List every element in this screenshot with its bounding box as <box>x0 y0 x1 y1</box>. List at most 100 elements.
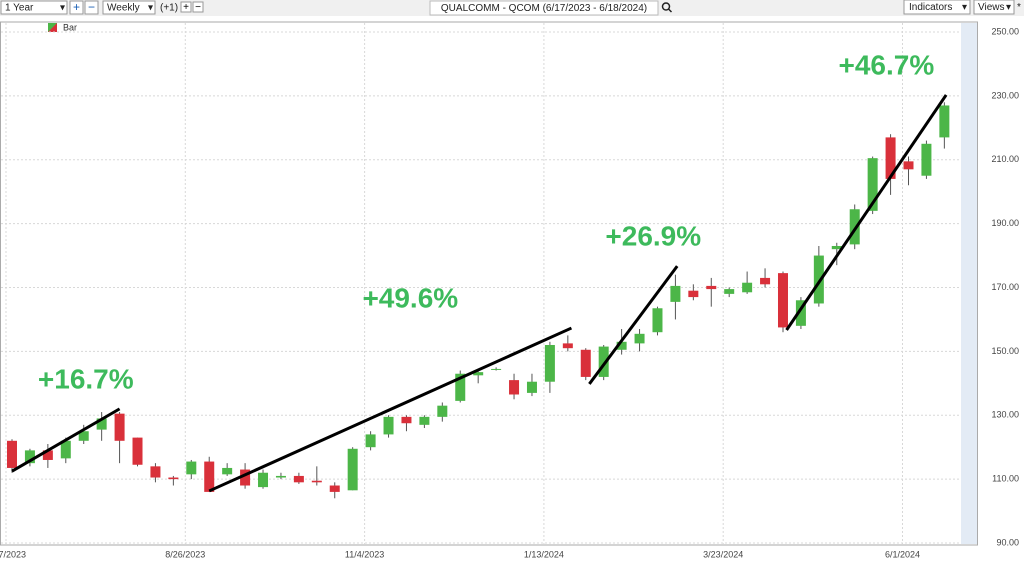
candle-body <box>240 469 251 486</box>
trend-label: +46.7% <box>838 49 934 80</box>
candle-body <box>204 461 215 492</box>
candle-body <box>813 255 824 304</box>
candle-body <box>634 333 645 344</box>
candle-body <box>562 343 573 349</box>
trendline <box>588 265 679 385</box>
plus-icon: + <box>73 0 80 14</box>
candle-body <box>867 158 878 211</box>
x-tick-label: 8/26/2023 <box>165 549 205 559</box>
x-tick-label: 3/23/2024 <box>703 549 743 559</box>
candle-body <box>222 467 233 475</box>
candle-body <box>760 277 771 285</box>
candle-body <box>849 209 860 245</box>
candle-body <box>921 143 932 176</box>
candle-body <box>168 477 179 480</box>
candle-body <box>78 431 89 441</box>
candle-body <box>437 405 448 417</box>
legend-swatch <box>48 23 57 32</box>
candle-body <box>526 381 537 393</box>
candle-body <box>598 346 609 377</box>
views-select[interactable] <box>973 0 1015 15</box>
views: Views <box>978 2 1005 13</box>
offset-minus[interactable] <box>192 1 204 13</box>
y-tick-label: 250.00 <box>991 26 1019 36</box>
trend-label: +49.6% <box>362 282 458 313</box>
star: * <box>1017 2 1021 13</box>
candle-body <box>293 475 304 483</box>
candle-body <box>311 480 322 483</box>
minus-icon: − <box>195 2 201 13</box>
future-area <box>961 23 977 544</box>
y-tick-label: 150.00 <box>991 346 1019 356</box>
trendline <box>785 94 948 331</box>
interval: Weekly <box>107 3 140 14</box>
plot-frame <box>0 21 978 546</box>
candle-body <box>742 282 753 293</box>
y-tick-label: 230.00 <box>991 90 1019 100</box>
candle-body <box>903 161 914 170</box>
dropdown-arrow: ▾ <box>962 2 967 13</box>
offset-plus[interactable] <box>180 1 192 13</box>
search-icon <box>667 8 673 13</box>
dropdown-arrow: ▾ <box>148 3 153 14</box>
candle-body <box>114 413 125 441</box>
candle-body <box>419 416 430 425</box>
y-tick-label: 170.00 <box>991 282 1019 292</box>
title-box[interactable] <box>429 0 659 16</box>
candle-body <box>7 440 17 468</box>
candle-body <box>401 416 412 424</box>
x-tick-label: 6/17/2023 <box>0 549 26 559</box>
chart-title: QUALCOMM - QCOM (6/17/2023 - 6/18/2024) <box>441 3 647 14</box>
candle-body <box>706 285 717 290</box>
candle-body <box>616 341 627 350</box>
candle-body <box>60 440 71 459</box>
indicators: Indicators <box>909 2 952 13</box>
y-tick-label: 110.00 <box>992 474 1019 484</box>
candle-body <box>42 450 53 460</box>
candle-body <box>509 380 520 395</box>
trendline <box>11 407 121 473</box>
indicators-select[interactable] <box>903 0 971 15</box>
candle-body <box>347 448 358 491</box>
candle-body <box>777 273 788 328</box>
candle-body <box>365 434 376 448</box>
candle-body <box>939 105 950 138</box>
trend-label: +26.9% <box>605 220 701 251</box>
y-tick-label: 90.00 <box>996 537 1019 547</box>
trendline <box>208 326 573 493</box>
minus-icon: − <box>88 0 95 14</box>
candle-body <box>795 300 806 326</box>
candle-body <box>831 245 842 250</box>
search-icon[interactable] <box>661 2 671 11</box>
candle-body <box>724 289 735 294</box>
trend-label: +16.7% <box>38 363 134 394</box>
zoom-out[interactable] <box>84 0 99 15</box>
candle-body <box>258 472 269 488</box>
candle-body <box>688 290 699 298</box>
dropdown-arrow: ▾ <box>1006 2 1011 13</box>
dropdown-arrow: ▾ <box>60 3 65 14</box>
candle-body <box>652 308 663 333</box>
plus-icon: + <box>183 2 189 13</box>
range-select[interactable] <box>0 0 68 15</box>
y-tick-label: 130.00 <box>991 410 1019 420</box>
y-tick-label: 210.00 <box>991 154 1019 164</box>
candle-body <box>96 418 107 430</box>
candle-body <box>544 344 555 382</box>
range: 1 Year <box>5 3 34 14</box>
candle-body <box>150 466 161 478</box>
candle-body <box>329 485 340 492</box>
y-tick-label: 190.00 <box>991 218 1019 228</box>
x-tick-label: 1/13/2024 <box>524 549 564 559</box>
candle-body <box>580 349 591 377</box>
candle-body <box>473 372 484 376</box>
candle-body <box>885 137 896 179</box>
zoom-in[interactable] <box>69 0 84 15</box>
interval-select[interactable] <box>102 0 156 15</box>
candle-body <box>383 416 394 435</box>
candle-body <box>275 475 286 478</box>
candle-body <box>132 437 143 465</box>
offset: (+1) <box>160 3 178 14</box>
